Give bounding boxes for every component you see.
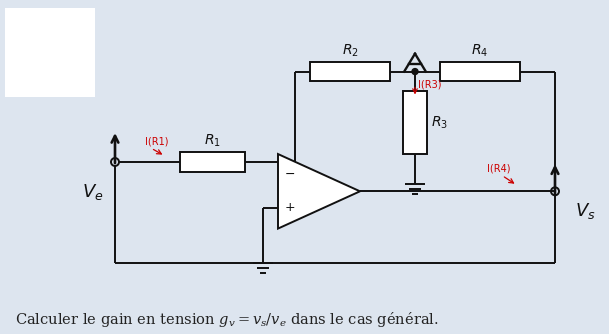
- Text: Calculer le gain en tension $g_v = v_s/v_e$ dans le cas général.: Calculer le gain en tension $g_v = v_s/v…: [15, 310, 438, 329]
- Text: I(R4): I(R4): [487, 163, 510, 173]
- Text: $R_3$: $R_3$: [431, 115, 448, 131]
- Bar: [180, 152, 245, 172]
- Bar: [440, 61, 520, 81]
- Text: I(R1): I(R1): [145, 136, 169, 146]
- Bar: [310, 61, 390, 81]
- Polygon shape: [278, 154, 360, 228]
- Text: $R_4$: $R_4$: [471, 42, 488, 59]
- Bar: [5, 8, 95, 98]
- Circle shape: [412, 68, 418, 74]
- Text: $V_e$: $V_e$: [82, 182, 104, 202]
- Text: $R_1$: $R_1$: [204, 133, 221, 149]
- Text: I(R3): I(R3): [418, 79, 442, 90]
- Bar: [403, 92, 427, 154]
- Text: +: +: [284, 201, 295, 214]
- Text: $R_2$: $R_2$: [342, 42, 359, 59]
- Text: −: −: [285, 168, 295, 181]
- Text: $V_s$: $V_s$: [575, 201, 596, 221]
